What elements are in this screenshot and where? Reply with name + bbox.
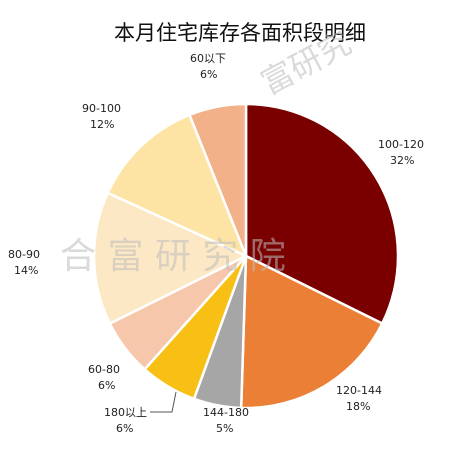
slice-label-180-plus: 180以上 <box>104 406 147 419</box>
slice-label-90-100: 90-100 <box>82 102 121 115</box>
leader-line-180-plus <box>150 391 177 413</box>
pie-slice-5 <box>92 191 248 325</box>
slice-label-60-80: 60-80 <box>88 363 120 376</box>
pie-slice-6 <box>106 113 248 258</box>
slice-label-80-90: 80-90 <box>8 248 40 261</box>
watermark-main: 合 富 研 究 院 <box>60 236 286 277</box>
slice-pct-120-144: 18% <box>346 400 370 413</box>
slice-label-60-below: 60以下 <box>190 52 226 65</box>
slice-label-100-120: 100-120 <box>378 138 424 151</box>
slice-pct-60-below: 6% <box>200 68 217 81</box>
slice-label-120-144: 120-144 <box>336 384 382 397</box>
chart-title: 本月住宅库存各面积段明细 <box>114 21 366 45</box>
pie-slice-7 <box>188 102 248 258</box>
pie-slice-0 <box>244 102 400 325</box>
slice-pct-180-plus: 6% <box>116 422 133 435</box>
slice-labels: 100-120 32% 120-144 18% 144-180 5% 180以上… <box>8 52 424 435</box>
slice-pct-100-120: 32% <box>390 154 414 167</box>
slice-pct-80-90: 14% <box>14 264 38 277</box>
slice-label-144-180: 144-180 <box>203 406 249 419</box>
pie-slices <box>92 102 400 410</box>
slice-pct-90-100: 12% <box>90 118 114 131</box>
slice-pct-60-80: 6% <box>98 379 115 392</box>
pie-slice-1 <box>239 254 384 410</box>
slice-pct-144-180: 5% <box>216 422 233 435</box>
